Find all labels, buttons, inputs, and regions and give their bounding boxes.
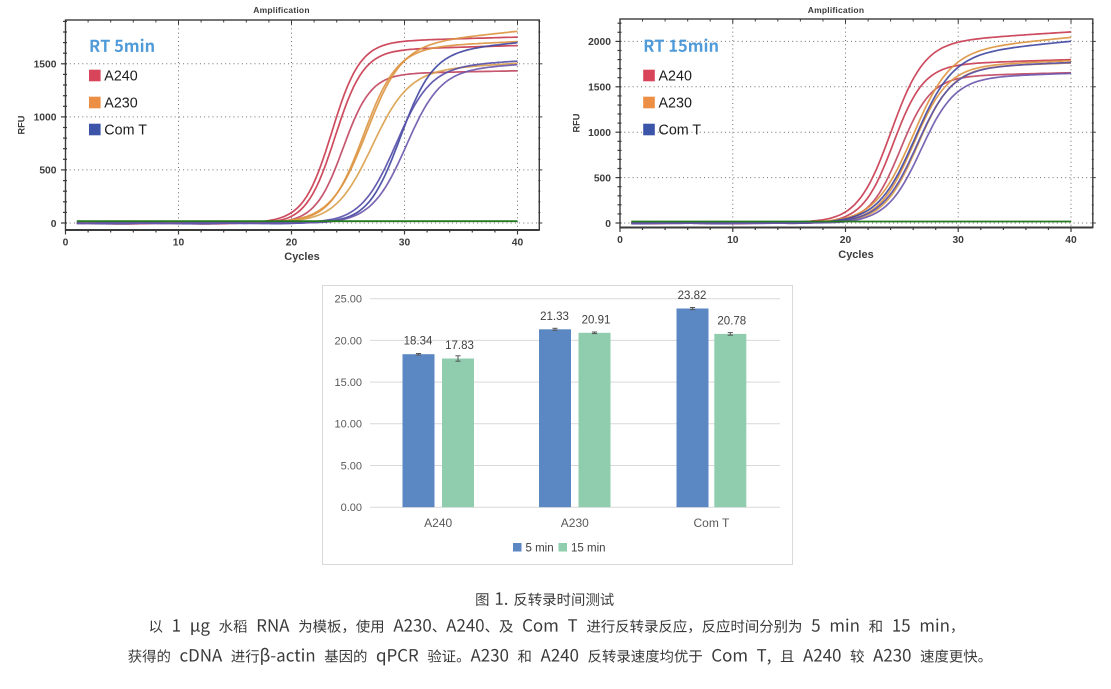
svg-text:1500: 1500	[588, 83, 611, 94]
svg-text:20.91: 20.91	[582, 314, 611, 326]
svg-text:10: 10	[727, 235, 739, 246]
svg-text:23.82: 23.82	[678, 290, 707, 302]
svg-text:A230: A230	[659, 96, 692, 112]
svg-text:15.00: 15.00	[334, 377, 362, 389]
svg-text:0: 0	[617, 235, 623, 246]
svg-text:Cycles: Cycles	[284, 251, 319, 263]
svg-text:20: 20	[286, 238, 298, 249]
svg-text:Amplification: Amplification	[808, 5, 864, 15]
svg-text:5 min: 5 min	[526, 543, 554, 555]
svg-text:18.34: 18.34	[404, 336, 433, 348]
svg-text:20.78: 20.78	[717, 315, 746, 327]
svg-text:Com T: Com T	[104, 123, 147, 139]
svg-text:0: 0	[63, 238, 69, 249]
svg-text:0: 0	[51, 219, 57, 230]
svg-text:Com T: Com T	[694, 516, 730, 530]
svg-text:10: 10	[173, 238, 185, 249]
svg-text:40: 40	[1065, 235, 1077, 246]
svg-text:10.00: 10.00	[334, 419, 362, 431]
svg-text:A240: A240	[424, 516, 452, 530]
svg-text:20: 20	[840, 235, 852, 246]
svg-text:Cycles: Cycles	[838, 249, 873, 261]
svg-text:0: 0	[605, 219, 611, 230]
svg-text:1000: 1000	[588, 128, 611, 139]
svg-text:40: 40	[512, 238, 524, 249]
svg-text:RFU: RFU	[17, 115, 27, 134]
svg-text:Com T: Com T	[659, 123, 702, 139]
svg-text:A230: A230	[104, 96, 137, 112]
svg-text:A240: A240	[104, 69, 137, 85]
svg-text:500: 500	[594, 173, 611, 184]
svg-text:A230: A230	[561, 516, 589, 530]
svg-text:1500: 1500	[34, 60, 57, 71]
svg-text:5.00: 5.00	[341, 460, 362, 472]
svg-text:A240: A240	[659, 69, 692, 85]
svg-text:20.00: 20.00	[334, 335, 362, 347]
svg-text:30: 30	[952, 235, 964, 246]
svg-text:25.00: 25.00	[334, 294, 362, 306]
svg-text:1000: 1000	[34, 113, 57, 124]
svg-text:17.83: 17.83	[445, 340, 474, 352]
svg-text:0.00: 0.00	[341, 502, 362, 514]
svg-text:21.33: 21.33	[540, 311, 569, 323]
svg-text:500: 500	[39, 166, 56, 177]
svg-text:RFU: RFU	[572, 113, 582, 132]
svg-text:15 min: 15 min	[571, 543, 606, 555]
svg-text:2000: 2000	[588, 37, 611, 48]
svg-text:Amplification: Amplification	[253, 5, 309, 15]
svg-text:30: 30	[399, 238, 411, 249]
